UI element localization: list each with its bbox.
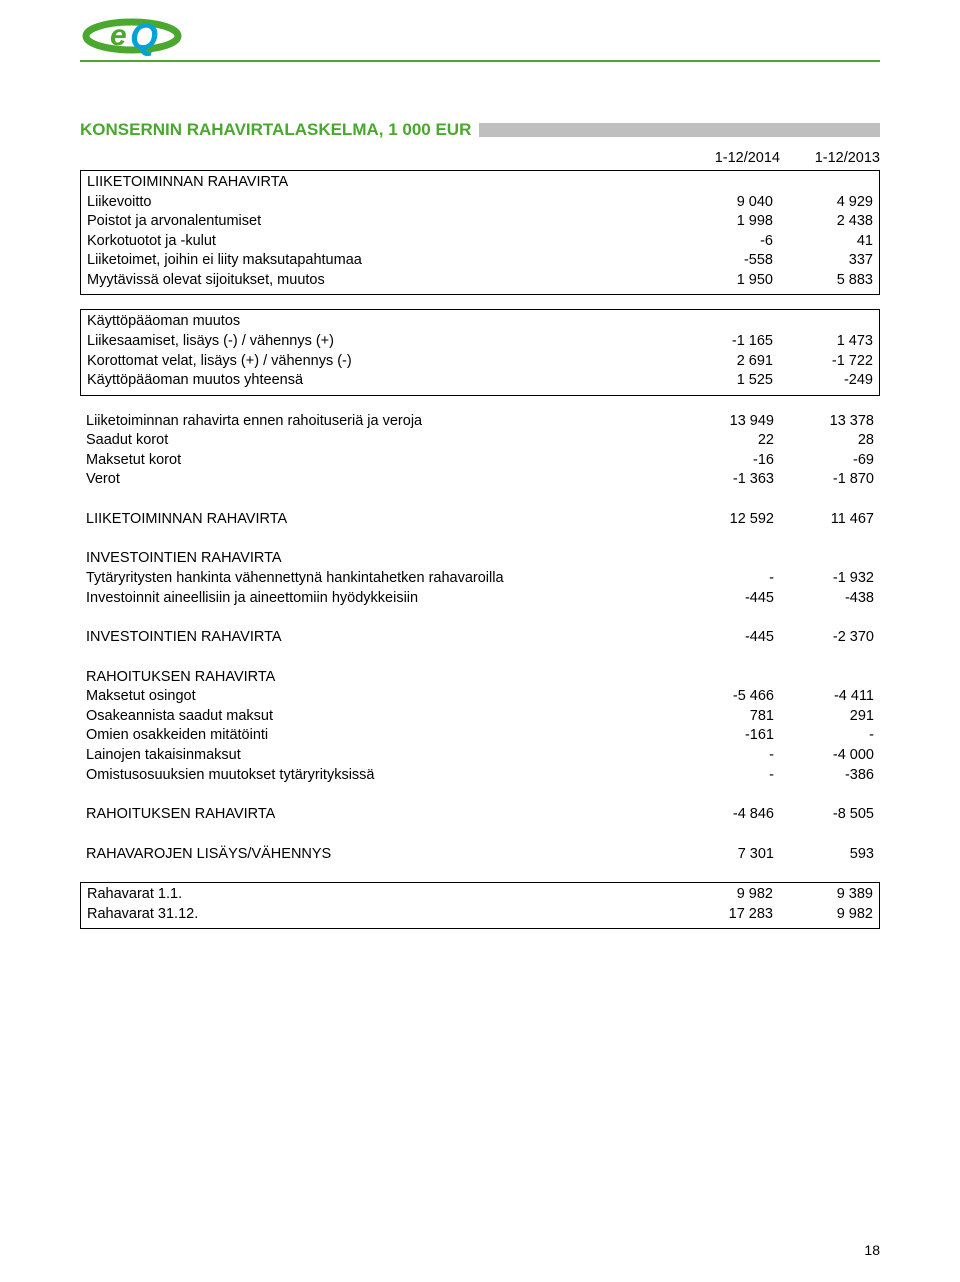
group-rahavarat: Rahavarat 1.1.9 9829 389 Rahavarat 31.12…	[80, 882, 880, 929]
table-row: Lainojen takaisinmaksut--4 000	[86, 746, 874, 766]
group-investointien: INVESTOINTIEN RAHAVIRTA Tytäryritysten h…	[80, 547, 880, 612]
group-liiketoiminnan-total: LIIKETOIMINNAN RAHAVIRTA12 59211 467	[80, 508, 880, 534]
table-row: Korottomat velat, lisäys (+) / vähennys …	[87, 352, 873, 372]
group-head: INVESTOINTIEN RAHAVIRTA	[86, 549, 674, 569]
group-rahoituksen-total: RAHOITUKSEN RAHAVIRTA-4 846-8 505	[80, 803, 880, 829]
group-kayttopaaoman-muutos: Käyttöpääoman muutos Liikesaamiset, lisä…	[80, 309, 880, 395]
table-row: Saadut korot2228	[86, 431, 874, 451]
group-rahavarojen-lisays: RAHAVAROJEN LISÄYS/VÄHENNYS7 301593	[80, 843, 880, 869]
logo: e Q	[80, 12, 190, 56]
table-row: Rahavarat 1.1.9 9829 389	[87, 885, 873, 905]
title-row: KONSERNIN RAHAVIRTALASKELMA, 1 000 EUR	[80, 120, 880, 140]
table-row: Omistusosuuksien muutokset tytäryrityksi…	[86, 766, 874, 786]
table-row: Liiketoiminnan rahavirta ennen rahoituse…	[86, 412, 874, 432]
table-row: Investoinnit aineellisiin ja aineettomii…	[86, 589, 874, 609]
table-row: Verot-1 363-1 870	[86, 470, 874, 490]
table-row: Käyttöpääoman muutos yhteensä1 525-249	[87, 371, 873, 391]
table-row: RAHAVAROJEN LISÄYS/VÄHENNYS7 301593	[86, 845, 874, 865]
svg-text:Q: Q	[130, 16, 158, 56]
group-rahavirta-ennen: Liiketoiminnan rahavirta ennen rahoituse…	[80, 410, 880, 494]
table-row: Osakeannista saadut maksut781291	[86, 707, 874, 727]
title-bar	[479, 123, 880, 137]
table-row: Omien osakkeiden mitätöinti-161-	[86, 726, 874, 746]
table-row: Maksetut osingot-5 466-4 411	[86, 687, 874, 707]
table-row: Tytäryritysten hankinta vähennettynä han…	[86, 569, 874, 589]
group-head: RAHOITUKSEN RAHAVIRTA	[86, 668, 674, 688]
header-col1: 1-12/2014	[680, 150, 780, 166]
table-row: Liikesaamiset, lisäys (-) / vähennys (+)…	[87, 332, 873, 352]
table-row: Myytävissä olevat sijoitukset, muutos1 9…	[87, 271, 873, 291]
group-rahoituksen: RAHOITUKSEN RAHAVIRTA Maksetut osingot-5…	[80, 666, 880, 789]
table-row: Liiketoimet, joihin ei liity maksutapaht…	[87, 251, 873, 271]
column-headers: 1-12/2014 1-12/2013	[80, 150, 880, 166]
page-title: KONSERNIN RAHAVIRTALASKELMA, 1 000 EUR	[80, 120, 479, 140]
group-head: LIIKETOIMINNAN RAHAVIRTA	[87, 173, 673, 193]
table-row: Poistot ja arvonalentumiset1 9982 438	[87, 212, 873, 232]
table-row: Rahavarat 31.12.17 2839 982	[87, 905, 873, 925]
table-row: INVESTOINTIEN RAHAVIRTA-445-2 370	[86, 628, 874, 648]
group-liiketoiminnan-rahavirta: LIIKETOIMINNAN RAHAVIRTA Liikevoitto9 04…	[80, 170, 880, 295]
table-row: RAHOITUKSEN RAHAVIRTA-4 846-8 505	[86, 805, 874, 825]
header-col2: 1-12/2013	[780, 150, 880, 166]
table-row: Maksetut korot-16-69	[86, 451, 874, 471]
page-number: 18	[864, 1242, 880, 1258]
group-head: Käyttöpääoman muutos	[87, 312, 673, 332]
header-divider	[80, 60, 880, 62]
table-row: LIIKETOIMINNAN RAHAVIRTA12 59211 467	[86, 510, 874, 530]
table-row: Liikevoitto9 0404 929	[87, 193, 873, 213]
table-row: Korkotuotot ja -kulut-641	[87, 232, 873, 252]
svg-text:e: e	[110, 19, 127, 52]
group-investointien-total: INVESTOINTIEN RAHAVIRTA-445-2 370	[80, 626, 880, 652]
